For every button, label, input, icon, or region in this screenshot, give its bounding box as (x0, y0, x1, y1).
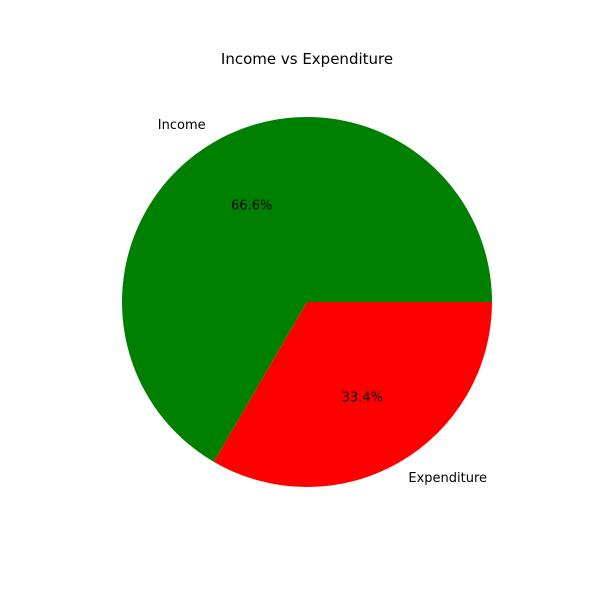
slice-percentage-income: 66.6% (231, 198, 272, 213)
pie-slice-expenditure (213, 302, 492, 487)
chart-title: Income vs Expenditure (221, 50, 393, 68)
pie-slice-income (122, 117, 493, 462)
pie-slices (122, 117, 493, 487)
slice-label-expenditure: Expenditure (408, 471, 487, 486)
slice-percentage-expenditure: 33.4% (342, 391, 383, 406)
slice-label-income: Income (158, 118, 206, 133)
pie-labels: Income 66.6% Expenditure 33.4% (158, 118, 487, 486)
